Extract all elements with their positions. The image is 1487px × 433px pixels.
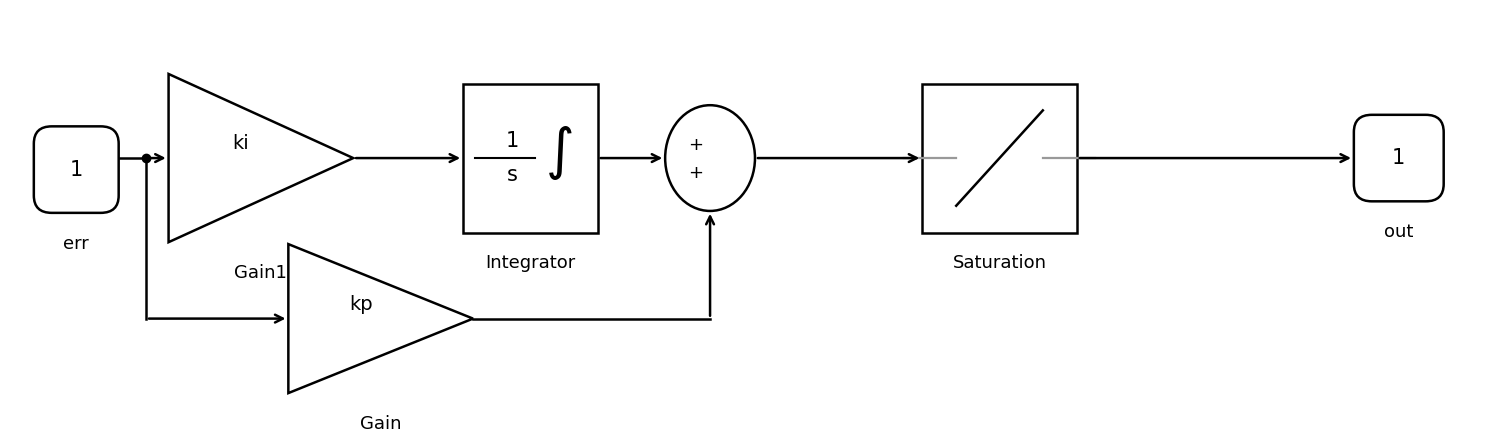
Text: +: + xyxy=(688,165,703,182)
Text: +: + xyxy=(688,136,703,154)
Text: kp: kp xyxy=(349,295,373,313)
Text: out: out xyxy=(1384,223,1414,241)
Polygon shape xyxy=(168,74,354,242)
FancyBboxPatch shape xyxy=(34,126,119,213)
FancyBboxPatch shape xyxy=(1353,115,1444,201)
Text: err: err xyxy=(64,235,89,252)
Text: Gain1: Gain1 xyxy=(235,264,287,282)
Text: Integrator: Integrator xyxy=(485,254,575,272)
Text: 1: 1 xyxy=(506,131,519,151)
Text: 1: 1 xyxy=(70,160,83,180)
Text: Gain: Gain xyxy=(360,415,401,433)
Polygon shape xyxy=(288,244,473,393)
Text: Saturation: Saturation xyxy=(953,254,1047,272)
Text: 1: 1 xyxy=(1392,148,1405,168)
Text: s: s xyxy=(507,165,517,185)
Bar xyxy=(462,84,598,233)
Text: ki: ki xyxy=(232,134,250,153)
Bar xyxy=(922,84,1077,233)
Ellipse shape xyxy=(665,105,755,211)
Text: $\int$: $\int$ xyxy=(544,124,572,182)
